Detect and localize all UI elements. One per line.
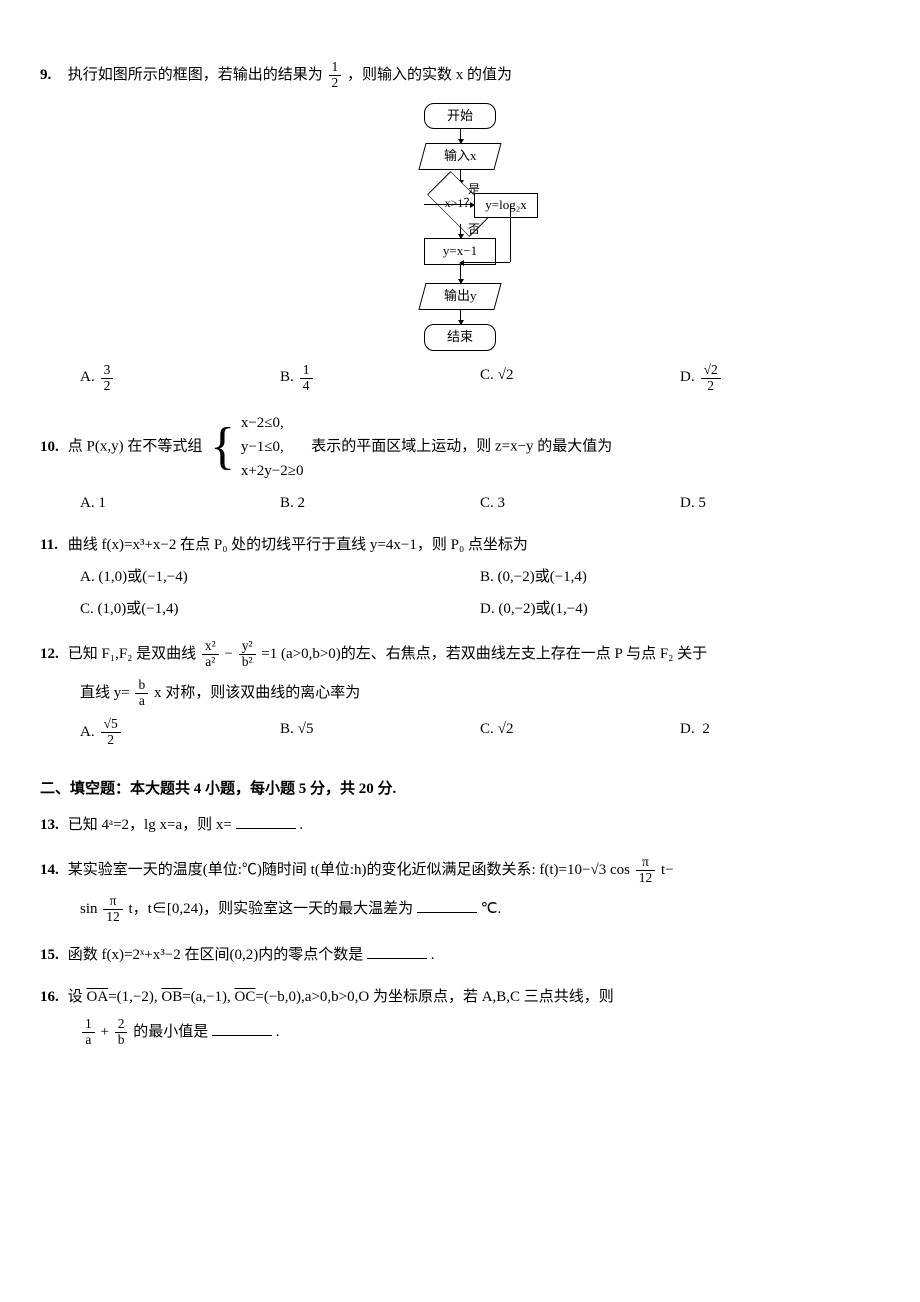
q11-options-row2: C. (1,0)或(−1,4) D. (0,−2)或(1,−4) bbox=[40, 597, 880, 621]
fc-line bbox=[510, 204, 511, 262]
q12-line2: 直线 y= ba x 对称，则该双曲线的离心率为 bbox=[40, 678, 880, 709]
q9-number: 9. bbox=[40, 63, 64, 87]
q10-text-after: 表示的平面区域上运动，则 z=x−y 的最大值为 bbox=[311, 439, 612, 455]
q11-number: 11. bbox=[40, 533, 64, 557]
flowchart: 开始 输入x x>1？ 是 y=log₂x 否 y=x−1 输出y 结束 bbox=[340, 103, 580, 351]
fc-right-box: y=log₂x bbox=[474, 193, 538, 218]
question-10: 10. 点 P(x,y) 在不等式组 { x−2≤0, y−1≤0, x+2y−… bbox=[40, 411, 880, 515]
fc-input: 输入x bbox=[418, 143, 501, 170]
section-2-title: 二、填空题：本大题共 4 小题，每小题 5 分，共 20 分. bbox=[40, 777, 880, 801]
q11-option-D: D. (0,−2)或(1,−4) bbox=[480, 597, 880, 621]
q9-frac: 12 bbox=[329, 60, 342, 91]
fc-arrow bbox=[460, 224, 461, 238]
q9-text-before: 执行如图所示的框图，若输出的结果为 bbox=[68, 67, 323, 83]
q14-number: 14. bbox=[40, 858, 64, 882]
vector-OA: OA bbox=[87, 989, 109, 1005]
q10-option-D: D. 5 bbox=[680, 491, 880, 515]
blank bbox=[236, 813, 296, 829]
q11-option-C: C. (1,0)或(−1,4) bbox=[80, 597, 480, 621]
question-13: 13. 已知 4ᵃ=2，lg x=a，则 x= . bbox=[40, 813, 880, 837]
q12-option-D: D. 2 bbox=[680, 717, 880, 748]
q12-number: 12. bbox=[40, 642, 64, 666]
q14-text1: 某实验室一天的温度(单位:℃)随时间 t(单位:h)的变化近似满足函数关系: f… bbox=[68, 862, 630, 878]
q14-line2: sin π12 t，t∈[0,24)，则实验室这一天的最大温差为 ℃. bbox=[40, 894, 880, 925]
q16-number: 16. bbox=[40, 985, 64, 1009]
q12-option-A: A.√52 bbox=[80, 717, 280, 748]
vector-OB: OB bbox=[161, 989, 182, 1005]
fc-output: 输出y bbox=[418, 283, 501, 310]
q11-options-row1: A. (1,0)或(−1,−4) B. (0,−2)或(−1,4) bbox=[40, 565, 880, 589]
q10-options: A. 1 B. 2 C. 3 D. 5 bbox=[40, 491, 880, 515]
q12-option-C: C.√2 bbox=[480, 717, 680, 748]
q9-option-B: B.14 bbox=[280, 363, 480, 394]
fc-arrow bbox=[460, 310, 461, 324]
q12-option-B: B.√5 bbox=[280, 717, 480, 748]
q12-text2: (a>0,b>0)的左、右焦点，若双曲线左支上存在一点 P 与点 F₂ 关于 bbox=[281, 646, 707, 662]
question-14: 14. 某实验室一天的温度(单位:℃)随时间 t(单位:h)的变化近似满足函数关… bbox=[40, 855, 880, 924]
q15-text: 函数 f(x)=2ˣ+x³−2 在区间(0,2)内的零点个数是 bbox=[68, 947, 363, 963]
question-15: 15. 函数 f(x)=2ˣ+x³−2 在区间(0,2)内的零点个数是 . bbox=[40, 943, 880, 967]
fc-arrow bbox=[460, 265, 461, 283]
blank bbox=[212, 1020, 272, 1036]
q9-option-C: C.√2 bbox=[480, 363, 680, 394]
q9-options: A.32 B.14 C.√2 D.√22 bbox=[40, 363, 880, 394]
fc-arrow bbox=[460, 262, 510, 263]
q9-text-after: ，则输入的实数 x 的值为 bbox=[347, 67, 512, 83]
q13-number: 13. bbox=[40, 813, 64, 837]
q10-number: 10. bbox=[40, 435, 64, 459]
blank bbox=[417, 897, 477, 913]
question-12: 12. 已知 F₁,F₂ 是双曲线 x²a² − y²b² =1 (a>0,b>… bbox=[40, 639, 880, 747]
q11-option-A: A. (1,0)或(−1,−4) bbox=[80, 565, 480, 589]
question-16: 16. 设 OA=(1,−2), OB=(a,−1), OC=(−b,0),a>… bbox=[40, 985, 880, 1048]
q11-option-B: B. (0,−2)或(−1,4) bbox=[480, 565, 880, 589]
q16-line2: 1a + 2b 的最小值是 . bbox=[40, 1017, 880, 1048]
fc-arrow bbox=[424, 204, 474, 205]
vector-OC: OC bbox=[235, 989, 256, 1005]
question-9: 9. 执行如图所示的框图，若输出的结果为 12 ，则输入的实数 x 的值为 开始… bbox=[40, 60, 880, 393]
blank bbox=[367, 943, 427, 959]
q12-options: A.√52 B.√5 C.√2 D. 2 bbox=[40, 717, 880, 748]
fc-end: 结束 bbox=[424, 324, 496, 351]
fc-no-label: 否 bbox=[468, 220, 480, 239]
q10-text-before: 点 P(x,y) 在不等式组 bbox=[68, 439, 203, 455]
fc-start: 开始 bbox=[424, 103, 496, 130]
q10-system: { x−2≤0, y−1≤0, x+2y−2≥0 bbox=[210, 411, 303, 483]
q10-option-A: A. 1 bbox=[80, 491, 280, 515]
q15-number: 15. bbox=[40, 943, 64, 967]
question-11: 11. 曲线 f(x)=x³+x−2 在点 P₀ 处的切线平行于直线 y=4x−… bbox=[40, 533, 880, 621]
q10-option-C: C. 3 bbox=[480, 491, 680, 515]
q9-option-D: D.√22 bbox=[680, 363, 880, 394]
q13-text: 已知 4ᵃ=2，lg x=a，则 x= bbox=[68, 817, 232, 833]
fc-arrow bbox=[460, 129, 461, 143]
q12-text1: 已知 F₁,F₂ 是双曲线 bbox=[68, 646, 196, 662]
q9-option-A: A.32 bbox=[80, 363, 280, 394]
q10-option-B: B. 2 bbox=[280, 491, 480, 515]
q11-text: 曲线 f(x)=x³+x−2 在点 P₀ 处的切线平行于直线 y=4x−1，则 … bbox=[68, 537, 528, 553]
